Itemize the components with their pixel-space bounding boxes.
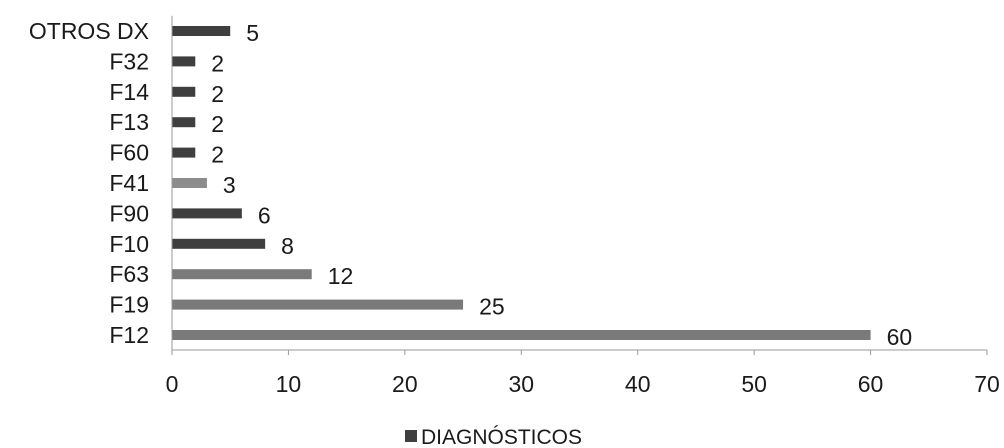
- bar-f12: [172, 330, 871, 340]
- x-tick-label: 70: [974, 371, 1000, 397]
- x-tick-label: 20: [392, 371, 418, 397]
- data-label: 12: [328, 263, 354, 289]
- x-axis-ticks: 0 10 20 30 40 50 60 70: [166, 350, 1000, 397]
- data-label: 2: [211, 142, 224, 168]
- legend: DIAGNÓSTICOS: [405, 426, 582, 448]
- category-label: F12: [109, 322, 149, 348]
- bar-f32: [172, 56, 196, 67]
- category-label: F19: [109, 292, 149, 318]
- category-label: F90: [109, 200, 149, 226]
- data-label: 2: [211, 81, 224, 107]
- bar-f41: [172, 178, 207, 188]
- category-label: OTROS DX: [29, 18, 149, 44]
- data-label: 6: [258, 202, 271, 228]
- bar-f13: [172, 117, 196, 128]
- bar-otros-dx: [172, 26, 231, 36]
- bar-f63: [172, 269, 312, 280]
- x-tick-label: 10: [276, 371, 302, 397]
- bar-f19: [172, 299, 464, 310]
- category-labels: F12 F19 F63 F10 F90 F41 F60 F13 F14 F32 OTROS DX: [29, 18, 149, 348]
- axes: [171, 15, 987, 351]
- category-label: F13: [109, 109, 149, 135]
- bars-layer: [172, 26, 871, 340]
- x-tick-label: 50: [741, 371, 767, 397]
- data-label: 5: [246, 20, 259, 46]
- data-label: 60: [887, 324, 913, 350]
- category-label: F10: [109, 231, 149, 257]
- category-label: F60: [109, 140, 149, 166]
- bar-f90: [172, 208, 242, 219]
- x-tick-label: 60: [858, 371, 884, 397]
- data-label: 25: [479, 294, 505, 320]
- x-tick-label: 30: [508, 371, 534, 397]
- data-label: 2: [211, 50, 224, 76]
- category-label: F63: [109, 261, 149, 287]
- data-label: 2: [211, 111, 224, 137]
- legend-swatch: [405, 430, 417, 442]
- data-label: 8: [281, 233, 294, 259]
- bar-f14: [172, 86, 196, 97]
- x-tick-label: 0: [166, 371, 179, 397]
- bar-f60: [172, 147, 196, 158]
- category-label: F14: [109, 79, 149, 105]
- x-tick-label: 40: [625, 371, 651, 397]
- category-label: F32: [109, 48, 149, 74]
- category-label: F41: [109, 170, 149, 196]
- bar-f10: [172, 238, 266, 249]
- data-label: 3: [223, 172, 236, 198]
- legend-label: DIAGNÓSTICOS: [421, 426, 582, 448]
